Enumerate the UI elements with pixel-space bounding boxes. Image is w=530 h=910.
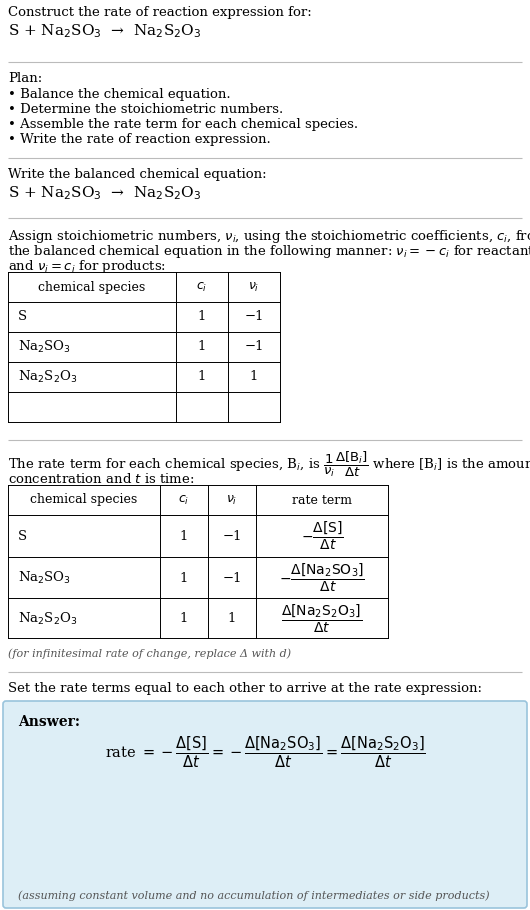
Text: $c_i$: $c_i$ [179, 493, 190, 507]
Text: Write the balanced chemical equation:: Write the balanced chemical equation: [8, 168, 267, 181]
Text: Na$_2$S$_2$O$_3$: Na$_2$S$_2$O$_3$ [18, 369, 77, 385]
Text: Na$_2$S$_2$O$_3$: Na$_2$S$_2$O$_3$ [18, 611, 77, 627]
Text: Plan:: Plan: [8, 72, 42, 85]
Text: The rate term for each chemical species, B$_i$, is $\dfrac{1}{\nu_i}\dfrac{\Delt: The rate term for each chemical species,… [8, 450, 530, 480]
Text: • Balance the chemical equation.: • Balance the chemical equation. [8, 88, 231, 101]
Text: 1: 1 [198, 370, 206, 383]
Text: −1: −1 [244, 310, 264, 323]
Text: $\nu_i$: $\nu_i$ [249, 280, 260, 294]
Text: $\dfrac{\Delta[\mathrm{Na_2S_2O_3}]}{\Delta t}$: $\dfrac{\Delta[\mathrm{Na_2S_2O_3}]}{\De… [281, 602, 363, 635]
Text: and $\nu_i = c_i$ for products:: and $\nu_i = c_i$ for products: [8, 258, 166, 275]
Text: concentration and $t$ is time:: concentration and $t$ is time: [8, 472, 195, 486]
Text: (for infinitesimal rate of change, replace Δ with d): (for infinitesimal rate of change, repla… [8, 648, 291, 659]
Text: $\nu_i$: $\nu_i$ [226, 493, 237, 507]
Text: Answer:: Answer: [18, 715, 80, 729]
Text: −1: −1 [222, 571, 242, 584]
FancyBboxPatch shape [3, 701, 527, 908]
Text: 1: 1 [228, 612, 236, 625]
Text: rate term: rate term [292, 493, 352, 507]
Text: S + Na$_2$SO$_3$  →  Na$_2$S$_2$O$_3$: S + Na$_2$SO$_3$ → Na$_2$S$_2$O$_3$ [8, 22, 201, 40]
Text: $-\dfrac{\Delta[\mathrm{Na_2SO_3}]}{\Delta t}$: $-\dfrac{\Delta[\mathrm{Na_2SO_3}]}{\Del… [279, 561, 365, 594]
Text: • Assemble the rate term for each chemical species.: • Assemble the rate term for each chemic… [8, 118, 358, 131]
Text: $c_i$: $c_i$ [197, 280, 208, 294]
Text: chemical species: chemical species [38, 280, 146, 294]
Text: chemical species: chemical species [30, 493, 138, 507]
Text: the balanced chemical equation in the following manner: $\nu_i = -c_i$ for react: the balanced chemical equation in the fo… [8, 243, 530, 260]
Text: Na$_2$SO$_3$: Na$_2$SO$_3$ [18, 339, 71, 355]
Text: −1: −1 [244, 340, 264, 353]
Text: • Determine the stoichiometric numbers.: • Determine the stoichiometric numbers. [8, 103, 283, 116]
Text: 1: 1 [250, 370, 258, 383]
Text: 1: 1 [198, 340, 206, 353]
Text: 1: 1 [180, 612, 188, 625]
Text: 1: 1 [180, 530, 188, 542]
Text: rate $= -\dfrac{\Delta[\mathrm{S}]}{\Delta t} = -\dfrac{\Delta[\mathrm{Na_2SO_3}: rate $= -\dfrac{\Delta[\mathrm{S}]}{\Del… [104, 734, 426, 770]
Text: • Write the rate of reaction expression.: • Write the rate of reaction expression. [8, 133, 271, 146]
Text: Assign stoichiometric numbers, $\nu_i$, using the stoichiometric coefficients, $: Assign stoichiometric numbers, $\nu_i$, … [8, 228, 530, 245]
Text: S: S [18, 310, 27, 323]
Text: S + Na$_2$SO$_3$  →  Na$_2$S$_2$O$_3$: S + Na$_2$SO$_3$ → Na$_2$S$_2$O$_3$ [8, 184, 201, 202]
Text: (assuming constant volume and no accumulation of intermediates or side products): (assuming constant volume and no accumul… [18, 890, 490, 901]
Text: S: S [18, 530, 27, 542]
Text: −1: −1 [222, 530, 242, 542]
Text: $-\dfrac{\Delta[\mathrm{S}]}{\Delta t}$: $-\dfrac{\Delta[\mathrm{S}]}{\Delta t}$ [301, 520, 343, 552]
Text: 1: 1 [198, 310, 206, 323]
Text: Na$_2$SO$_3$: Na$_2$SO$_3$ [18, 570, 71, 586]
Text: 1: 1 [180, 571, 188, 584]
Text: Construct the rate of reaction expression for:: Construct the rate of reaction expressio… [8, 6, 312, 19]
Text: Set the rate terms equal to each other to arrive at the rate expression:: Set the rate terms equal to each other t… [8, 682, 482, 695]
